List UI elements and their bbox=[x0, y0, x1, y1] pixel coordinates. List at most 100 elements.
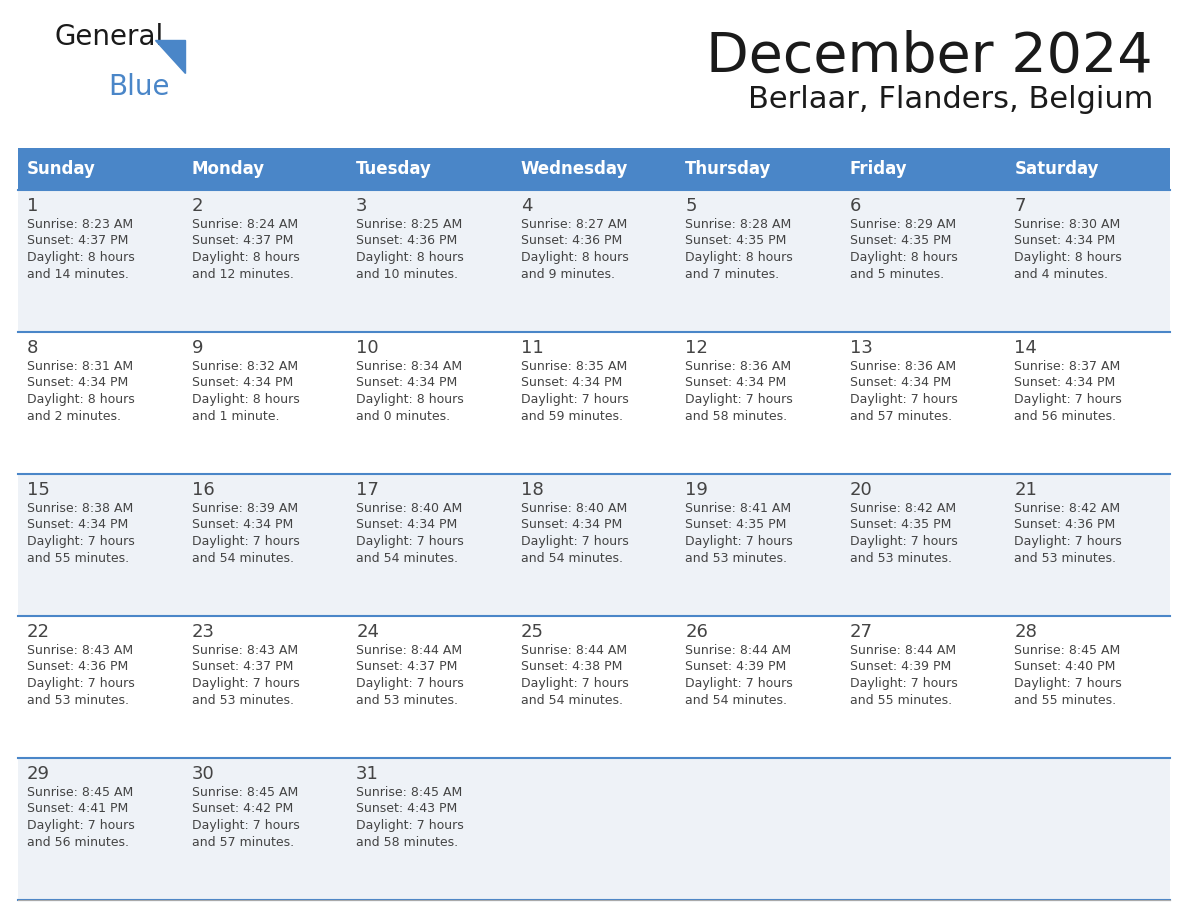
Text: and 12 minutes.: and 12 minutes. bbox=[191, 267, 293, 281]
Text: and 57 minutes.: and 57 minutes. bbox=[849, 409, 952, 422]
Text: 21: 21 bbox=[1015, 481, 1037, 499]
Text: and 54 minutes.: and 54 minutes. bbox=[685, 693, 788, 707]
Text: Sunrise: 8:28 AM: Sunrise: 8:28 AM bbox=[685, 218, 791, 231]
Text: Daylight: 8 hours: Daylight: 8 hours bbox=[685, 251, 794, 264]
Text: 2: 2 bbox=[191, 197, 203, 215]
Text: Sunrise: 8:30 AM: Sunrise: 8:30 AM bbox=[1015, 218, 1120, 231]
Text: and 53 minutes.: and 53 minutes. bbox=[849, 552, 952, 565]
Text: Sunrise: 8:27 AM: Sunrise: 8:27 AM bbox=[520, 218, 627, 231]
Text: and 53 minutes.: and 53 minutes. bbox=[191, 693, 293, 707]
Text: Daylight: 7 hours: Daylight: 7 hours bbox=[849, 677, 958, 690]
Text: Daylight: 7 hours: Daylight: 7 hours bbox=[356, 677, 463, 690]
Text: and 9 minutes.: and 9 minutes. bbox=[520, 267, 614, 281]
Text: Daylight: 7 hours: Daylight: 7 hours bbox=[1015, 535, 1123, 548]
Text: and 56 minutes.: and 56 minutes. bbox=[1015, 409, 1117, 422]
Text: Sunset: 4:35 PM: Sunset: 4:35 PM bbox=[849, 519, 952, 532]
Text: Sunrise: 8:34 AM: Sunrise: 8:34 AM bbox=[356, 360, 462, 373]
Text: Sunrise: 8:23 AM: Sunrise: 8:23 AM bbox=[27, 218, 133, 231]
Text: Sunrise: 8:40 AM: Sunrise: 8:40 AM bbox=[520, 502, 627, 515]
Text: Sunset: 4:43 PM: Sunset: 4:43 PM bbox=[356, 802, 457, 815]
Text: Sunrise: 8:32 AM: Sunrise: 8:32 AM bbox=[191, 360, 298, 373]
Text: Sunset: 4:37 PM: Sunset: 4:37 PM bbox=[191, 234, 293, 248]
Text: and 53 minutes.: and 53 minutes. bbox=[27, 693, 129, 707]
Text: Daylight: 8 hours: Daylight: 8 hours bbox=[1015, 251, 1123, 264]
Text: and 4 minutes.: and 4 minutes. bbox=[1015, 267, 1108, 281]
Text: Daylight: 7 hours: Daylight: 7 hours bbox=[685, 393, 794, 406]
Text: Sunrise: 8:39 AM: Sunrise: 8:39 AM bbox=[191, 502, 298, 515]
Text: Sunset: 4:36 PM: Sunset: 4:36 PM bbox=[520, 234, 623, 248]
Text: Daylight: 7 hours: Daylight: 7 hours bbox=[520, 535, 628, 548]
Text: Sunset: 4:36 PM: Sunset: 4:36 PM bbox=[1015, 519, 1116, 532]
Text: Daylight: 7 hours: Daylight: 7 hours bbox=[356, 819, 463, 832]
Bar bbox=[18, 616, 1170, 758]
Bar bbox=[18, 148, 1170, 190]
Text: 13: 13 bbox=[849, 339, 873, 357]
Text: 23: 23 bbox=[191, 623, 215, 641]
Text: Daylight: 8 hours: Daylight: 8 hours bbox=[356, 251, 463, 264]
Text: 8: 8 bbox=[27, 339, 38, 357]
Text: Saturday: Saturday bbox=[1015, 160, 1099, 178]
Bar bbox=[18, 190, 1170, 332]
Text: 15: 15 bbox=[27, 481, 50, 499]
Text: and 7 minutes.: and 7 minutes. bbox=[685, 267, 779, 281]
Text: 1: 1 bbox=[27, 197, 38, 215]
Text: and 54 minutes.: and 54 minutes. bbox=[191, 552, 293, 565]
Text: Wednesday: Wednesday bbox=[520, 160, 628, 178]
Text: 7: 7 bbox=[1015, 197, 1026, 215]
Text: Monday: Monday bbox=[191, 160, 265, 178]
Text: 24: 24 bbox=[356, 623, 379, 641]
Text: Tuesday: Tuesday bbox=[356, 160, 432, 178]
Text: and 2 minutes.: and 2 minutes. bbox=[27, 409, 121, 422]
Text: Daylight: 7 hours: Daylight: 7 hours bbox=[1015, 393, 1123, 406]
Text: Daylight: 7 hours: Daylight: 7 hours bbox=[191, 535, 299, 548]
Text: Sunset: 4:34 PM: Sunset: 4:34 PM bbox=[1015, 376, 1116, 389]
Bar bbox=[18, 332, 1170, 474]
Text: Sunrise: 8:36 AM: Sunrise: 8:36 AM bbox=[849, 360, 956, 373]
Text: Sunrise: 8:35 AM: Sunrise: 8:35 AM bbox=[520, 360, 627, 373]
Text: Sunrise: 8:43 AM: Sunrise: 8:43 AM bbox=[191, 644, 298, 657]
Text: Sunset: 4:34 PM: Sunset: 4:34 PM bbox=[27, 376, 128, 389]
Text: Sunset: 4:37 PM: Sunset: 4:37 PM bbox=[191, 660, 293, 674]
Text: Sunset: 4:34 PM: Sunset: 4:34 PM bbox=[685, 376, 786, 389]
Text: 9: 9 bbox=[191, 339, 203, 357]
Text: Sunrise: 8:42 AM: Sunrise: 8:42 AM bbox=[1015, 502, 1120, 515]
Text: Daylight: 8 hours: Daylight: 8 hours bbox=[849, 251, 958, 264]
Text: Thursday: Thursday bbox=[685, 160, 772, 178]
Text: Sunset: 4:35 PM: Sunset: 4:35 PM bbox=[685, 234, 786, 248]
Text: Sunrise: 8:36 AM: Sunrise: 8:36 AM bbox=[685, 360, 791, 373]
Text: Sunrise: 8:43 AM: Sunrise: 8:43 AM bbox=[27, 644, 133, 657]
Text: 31: 31 bbox=[356, 765, 379, 783]
Text: Sunset: 4:35 PM: Sunset: 4:35 PM bbox=[685, 519, 786, 532]
Text: Daylight: 7 hours: Daylight: 7 hours bbox=[849, 535, 958, 548]
Text: 25: 25 bbox=[520, 623, 544, 641]
Text: Daylight: 7 hours: Daylight: 7 hours bbox=[27, 535, 134, 548]
Text: Sunday: Sunday bbox=[27, 160, 96, 178]
Text: Daylight: 7 hours: Daylight: 7 hours bbox=[191, 677, 299, 690]
Text: and 55 minutes.: and 55 minutes. bbox=[1015, 693, 1117, 707]
Text: Sunrise: 8:42 AM: Sunrise: 8:42 AM bbox=[849, 502, 956, 515]
Text: Sunset: 4:37 PM: Sunset: 4:37 PM bbox=[356, 660, 457, 674]
Text: Daylight: 8 hours: Daylight: 8 hours bbox=[520, 251, 628, 264]
Text: Daylight: 7 hours: Daylight: 7 hours bbox=[685, 535, 794, 548]
Text: Daylight: 7 hours: Daylight: 7 hours bbox=[27, 677, 134, 690]
Text: and 58 minutes.: and 58 minutes. bbox=[685, 409, 788, 422]
Text: Sunrise: 8:25 AM: Sunrise: 8:25 AM bbox=[356, 218, 462, 231]
Text: Daylight: 8 hours: Daylight: 8 hours bbox=[27, 393, 134, 406]
Bar bbox=[18, 758, 1170, 900]
Text: Daylight: 7 hours: Daylight: 7 hours bbox=[1015, 677, 1123, 690]
Text: and 56 minutes.: and 56 minutes. bbox=[27, 835, 129, 848]
Text: 27: 27 bbox=[849, 623, 873, 641]
Text: 18: 18 bbox=[520, 481, 543, 499]
Text: Sunrise: 8:38 AM: Sunrise: 8:38 AM bbox=[27, 502, 133, 515]
Text: Sunrise: 8:40 AM: Sunrise: 8:40 AM bbox=[356, 502, 462, 515]
Text: 11: 11 bbox=[520, 339, 543, 357]
Text: and 54 minutes.: and 54 minutes. bbox=[520, 552, 623, 565]
Text: and 55 minutes.: and 55 minutes. bbox=[849, 693, 952, 707]
Text: 17: 17 bbox=[356, 481, 379, 499]
Text: Sunset: 4:36 PM: Sunset: 4:36 PM bbox=[356, 234, 457, 248]
Text: Daylight: 7 hours: Daylight: 7 hours bbox=[685, 677, 794, 690]
Text: Berlaar, Flanders, Belgium: Berlaar, Flanders, Belgium bbox=[747, 85, 1154, 114]
Text: and 5 minutes.: and 5 minutes. bbox=[849, 267, 944, 281]
Text: Daylight: 7 hours: Daylight: 7 hours bbox=[520, 677, 628, 690]
Text: Friday: Friday bbox=[849, 160, 908, 178]
